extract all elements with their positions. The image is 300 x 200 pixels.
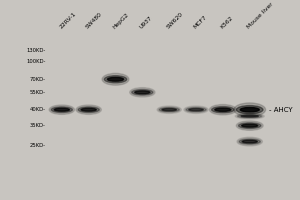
Ellipse shape — [54, 108, 69, 111]
Text: K562: K562 — [219, 15, 234, 30]
Ellipse shape — [104, 76, 127, 83]
Ellipse shape — [132, 89, 153, 95]
Text: 70KD-: 70KD- — [29, 77, 45, 82]
Ellipse shape — [238, 115, 262, 118]
Ellipse shape — [78, 107, 99, 113]
Ellipse shape — [212, 107, 234, 113]
Ellipse shape — [184, 106, 208, 113]
Ellipse shape — [159, 107, 179, 112]
Ellipse shape — [49, 105, 74, 114]
Ellipse shape — [240, 108, 259, 112]
Ellipse shape — [76, 105, 101, 114]
Text: 100KD-: 100KD- — [26, 59, 45, 64]
Ellipse shape — [51, 107, 73, 113]
Ellipse shape — [107, 77, 124, 81]
Text: 40KD-: 40KD- — [29, 107, 45, 112]
Text: Mouse liver: Mouse liver — [246, 2, 274, 30]
Ellipse shape — [242, 140, 257, 143]
Ellipse shape — [157, 106, 181, 113]
Ellipse shape — [102, 73, 129, 85]
Ellipse shape — [186, 107, 206, 112]
Text: U937: U937 — [139, 15, 154, 30]
Text: MCF7: MCF7 — [193, 14, 208, 30]
Ellipse shape — [237, 137, 262, 146]
Ellipse shape — [234, 103, 266, 117]
Ellipse shape — [239, 139, 260, 144]
Text: 25KD-: 25KD- — [29, 143, 45, 148]
Text: SW480: SW480 — [85, 11, 103, 30]
Ellipse shape — [135, 91, 150, 94]
Ellipse shape — [236, 106, 263, 114]
Text: 35KD-: 35KD- — [30, 123, 45, 128]
Text: SW620: SW620 — [166, 11, 184, 30]
Ellipse shape — [209, 105, 236, 115]
Ellipse shape — [241, 115, 258, 117]
Text: 130KD-: 130KD- — [26, 48, 45, 53]
Ellipse shape — [215, 108, 231, 111]
Ellipse shape — [130, 88, 155, 97]
Text: 22RV-1: 22RV-1 — [58, 11, 77, 30]
Ellipse shape — [189, 109, 203, 111]
Ellipse shape — [81, 108, 96, 111]
Text: 55KD-: 55KD- — [29, 90, 45, 95]
Ellipse shape — [242, 124, 258, 127]
Text: - AHCY: - AHCY — [269, 107, 293, 113]
Ellipse shape — [238, 123, 261, 128]
Ellipse shape — [235, 114, 264, 119]
Text: HepG2: HepG2 — [112, 12, 130, 30]
Ellipse shape — [236, 121, 263, 130]
Ellipse shape — [162, 109, 176, 111]
